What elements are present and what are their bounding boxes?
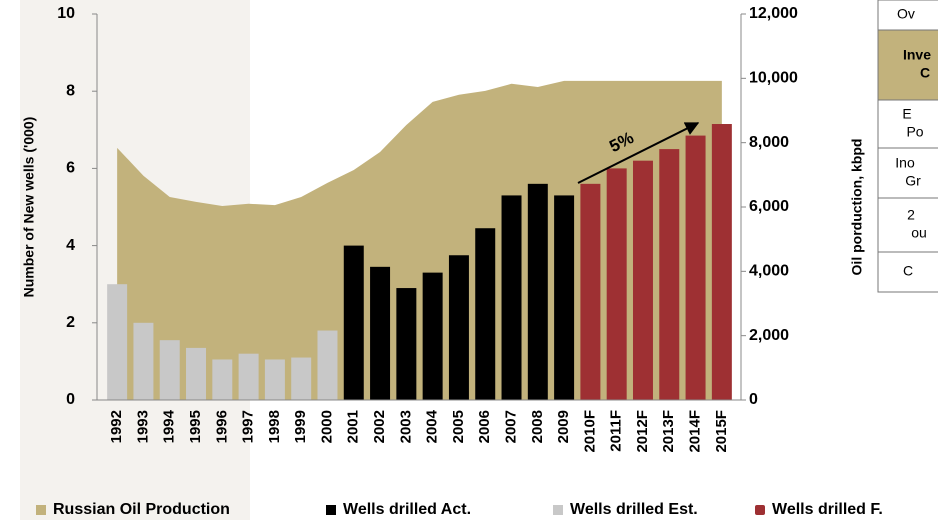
y-tick-label: 4 bbox=[66, 237, 75, 254]
x-tick-label: 2004 bbox=[424, 409, 441, 443]
x-tick-label: 1992 bbox=[108, 410, 125, 443]
y2-axis-label: Oil porduction, kbpd bbox=[849, 139, 865, 276]
y2-tick-label: 8,000 bbox=[749, 134, 789, 151]
y-tick-label: 2 bbox=[66, 314, 75, 331]
y-tick-label: 0 bbox=[66, 391, 75, 408]
bar bbox=[160, 340, 180, 400]
y2-tick-label: 0 bbox=[749, 391, 758, 408]
x-tick-label: 1996 bbox=[213, 410, 230, 443]
bar bbox=[212, 359, 232, 400]
table-text: Inve bbox=[903, 47, 931, 63]
y2-tick-label: 4,000 bbox=[749, 263, 789, 280]
x-tick-label: 1999 bbox=[292, 410, 309, 443]
bar bbox=[659, 149, 679, 400]
bar bbox=[396, 288, 416, 400]
x-tick-label: 2013F bbox=[660, 410, 677, 453]
x-tick-label: 2012F bbox=[634, 410, 651, 453]
table-text: Gr bbox=[905, 173, 921, 189]
bar bbox=[449, 255, 469, 400]
legend-label: Wells drilled F. bbox=[772, 501, 883, 518]
x-tick-label: 1994 bbox=[161, 409, 178, 443]
bar bbox=[317, 331, 337, 400]
table-text: 2 bbox=[907, 207, 915, 223]
bar bbox=[291, 358, 311, 400]
legend-label: Wells drilled Act. bbox=[343, 501, 471, 518]
bar bbox=[107, 284, 127, 400]
legend-swatch bbox=[755, 505, 765, 515]
chart: Number of New wells ('000) Oil porductio… bbox=[0, 0, 938, 524]
x-tick-label: 2011F bbox=[608, 410, 625, 452]
x-tick-label: 2010F bbox=[581, 410, 598, 453]
x-tick-label: 2000 bbox=[318, 410, 335, 443]
legend-swatch bbox=[36, 505, 46, 515]
table-text: Ino bbox=[895, 155, 915, 171]
x-tick-label: 2001 bbox=[345, 410, 362, 443]
legend-label: Wells drilled Est. bbox=[570, 501, 698, 518]
bar bbox=[186, 348, 206, 400]
x-tick-label: 2007 bbox=[502, 410, 519, 443]
x-tick-label: 1993 bbox=[134, 410, 151, 443]
bar bbox=[712, 124, 732, 400]
y-tick-label: 6 bbox=[66, 160, 75, 177]
x-tick-label: 2014F bbox=[687, 410, 704, 453]
bar bbox=[265, 359, 285, 400]
x-tick-label: 2005 bbox=[450, 410, 467, 443]
x-tick-label: 1997 bbox=[240, 410, 257, 443]
table-text: C bbox=[920, 65, 930, 81]
y2-tick-label: 12,000 bbox=[749, 5, 798, 22]
table-text: ou bbox=[911, 225, 927, 241]
x-tick-label: 1995 bbox=[187, 410, 204, 443]
legend-swatch bbox=[553, 505, 563, 515]
y2-tick-label: 10,000 bbox=[749, 70, 798, 87]
x-tick-label: 2002 bbox=[371, 410, 388, 443]
bar bbox=[475, 228, 495, 400]
legend-swatch bbox=[326, 505, 336, 515]
x-tick-label: 2006 bbox=[476, 410, 493, 443]
bar bbox=[423, 273, 443, 400]
table-text: E bbox=[902, 106, 911, 122]
bar bbox=[633, 161, 653, 400]
legend-label: Russian Oil Production bbox=[53, 501, 230, 518]
x-tick-label: 2008 bbox=[529, 410, 546, 443]
table-text: Po bbox=[906, 124, 923, 140]
table-text: Ov bbox=[897, 6, 915, 22]
x-tick-label: 2003 bbox=[397, 410, 414, 443]
x-tick-label: 1998 bbox=[266, 410, 283, 443]
bar bbox=[607, 168, 627, 400]
bar bbox=[133, 323, 153, 400]
table-text: C bbox=[903, 263, 913, 279]
y-tick-label: 10 bbox=[57, 5, 75, 22]
y2-tick-label: 6,000 bbox=[749, 198, 789, 215]
y2-tick-label: 2,000 bbox=[749, 327, 789, 344]
bar bbox=[370, 267, 390, 400]
bar bbox=[580, 184, 600, 400]
bar bbox=[344, 246, 364, 400]
y-axis-label: Number of New wells ('000) bbox=[21, 117, 37, 298]
bar bbox=[528, 184, 548, 400]
x-tick-label: 2015F bbox=[713, 410, 730, 453]
y-tick-label: 8 bbox=[66, 82, 75, 99]
bar bbox=[686, 136, 706, 400]
x-tick-label: 2009 bbox=[555, 410, 572, 443]
bar bbox=[554, 195, 574, 400]
bar bbox=[502, 195, 522, 400]
bar bbox=[239, 354, 259, 400]
